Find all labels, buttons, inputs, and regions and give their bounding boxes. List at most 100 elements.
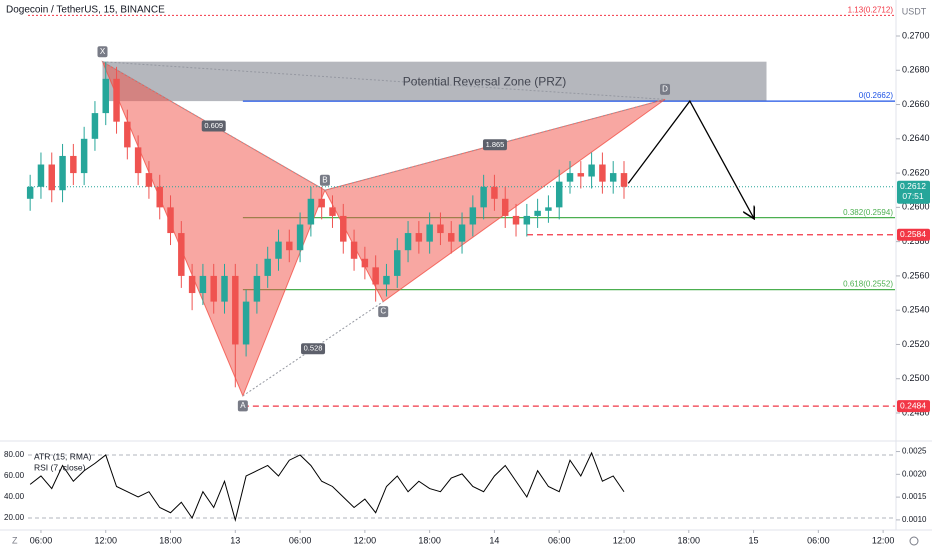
candle-body <box>156 186 163 208</box>
pattern-point-label: A <box>240 401 246 410</box>
candle-body <box>469 207 477 225</box>
fib-label: 0(0.2662) <box>859 91 894 100</box>
candle-body <box>70 155 77 174</box>
candle-body <box>188 275 196 294</box>
candle-body <box>620 173 628 187</box>
ratio-box <box>301 343 326 355</box>
candle-body <box>394 250 401 276</box>
price-badge-label: 0.2484 <box>900 400 926 410</box>
candle-body <box>609 173 617 182</box>
atr-tick-label: 0.0015 <box>902 492 927 501</box>
countdown-label: 07:51 <box>902 191 924 201</box>
x-tick-label: 18:00 <box>159 535 182 545</box>
candle-body <box>199 275 207 294</box>
candle-body <box>48 164 55 191</box>
x-tick-label: 13 <box>230 535 240 545</box>
candle-body <box>350 241 358 259</box>
x-tick-label: 12:00 <box>872 535 895 545</box>
x-tick-label: 12:00 <box>94 535 117 545</box>
candle-body <box>340 215 347 242</box>
fib-label: 1.13(0.2712) <box>848 6 894 15</box>
rsi-tick-label: 40.00 <box>4 492 25 501</box>
candle-body <box>26 186 34 199</box>
rsi-tick-label: 80.00 <box>4 450 25 459</box>
candle-body <box>599 164 606 182</box>
rsi-line <box>29 451 625 523</box>
y-tick-label: 0.2560 <box>902 270 930 280</box>
y-tick-label: 0.2500 <box>902 373 930 383</box>
candle-body <box>491 186 498 199</box>
candle-body <box>91 113 99 139</box>
x-tick-label: 15 <box>749 535 759 545</box>
candle-body <box>383 275 390 285</box>
x-tick-label: 06:00 <box>548 535 571 545</box>
candle-body <box>426 224 433 242</box>
candle-body <box>523 215 531 225</box>
candle-body <box>534 210 541 216</box>
pattern-diagonal <box>102 61 666 100</box>
y-tick-label: 0.2680 <box>902 65 930 75</box>
candle-body <box>178 233 185 276</box>
zoom-icon[interactable]: Z <box>12 535 18 545</box>
fib-label: 0.382(0.2594) <box>843 208 893 217</box>
candle-body <box>512 215 520 225</box>
pattern-point-label: B <box>322 175 327 184</box>
ratio-label: 0.609 <box>204 121 223 130</box>
candle-body <box>167 207 174 234</box>
candle-body <box>242 301 250 345</box>
candle-body <box>372 267 379 285</box>
pattern-point-label: C <box>380 307 386 316</box>
projection-arrow <box>627 99 753 218</box>
candle-body <box>415 233 423 242</box>
candle-body <box>102 78 109 114</box>
rsi-tick-label: 20.00 <box>4 513 25 522</box>
y-tick-label: 0.2640 <box>902 133 930 143</box>
ratio-label: 1.865 <box>486 140 505 149</box>
candle-body <box>145 173 153 187</box>
candle-body <box>286 241 293 251</box>
x-tick-label: 06:00 <box>289 535 312 545</box>
candle-body <box>437 224 444 234</box>
candle-body <box>253 275 261 302</box>
x-tick-label: 18:00 <box>678 535 701 545</box>
ratio-box <box>482 139 507 151</box>
last-price-label: 0.2612 <box>900 181 926 191</box>
candle-body <box>80 138 88 174</box>
prz-box <box>102 61 767 102</box>
y-tick-label: 0.2660 <box>902 99 930 109</box>
y-tick-label: 0.2480 <box>902 407 930 417</box>
candle-body <box>318 198 325 208</box>
pattern-point-box <box>97 46 108 58</box>
y-tick-label: 0.2600 <box>902 202 930 212</box>
candle-body <box>232 275 239 345</box>
candle-body <box>37 164 45 187</box>
candle-body <box>545 207 552 211</box>
candle-body <box>296 224 304 251</box>
candle-body <box>221 275 228 302</box>
pattern-point-box <box>660 83 671 95</box>
pattern-point-box <box>237 400 248 412</box>
candle-body <box>577 173 585 177</box>
y-tick-label: 0.2620 <box>902 167 930 177</box>
candle-body <box>307 198 315 225</box>
candle-body <box>264 258 271 276</box>
price-badge <box>897 400 930 413</box>
settings-icon[interactable] <box>909 536 919 546</box>
y-tick-label: 0.2580 <box>902 236 930 246</box>
candle-body <box>134 147 142 174</box>
prz-label: Potential Reversal Zone (PRZ) <box>403 75 566 89</box>
y-tick-label: 0.2700 <box>902 30 930 40</box>
candle-body <box>458 224 466 242</box>
pattern-point-box <box>378 306 389 318</box>
last-price-badge <box>897 180 930 204</box>
rsi-legend: RSI (7, close) <box>34 462 86 472</box>
candle-body <box>448 233 455 242</box>
candle-body <box>59 155 66 191</box>
x-tick-label: 12:00 <box>354 535 377 545</box>
pattern-point-box <box>319 174 330 186</box>
candle-body <box>555 181 563 208</box>
currency: USDT <box>902 6 927 16</box>
atr-tick-label: 0.0025 <box>902 447 927 456</box>
candle-body <box>275 241 282 259</box>
atr-tick-label: 0.0010 <box>902 515 927 524</box>
